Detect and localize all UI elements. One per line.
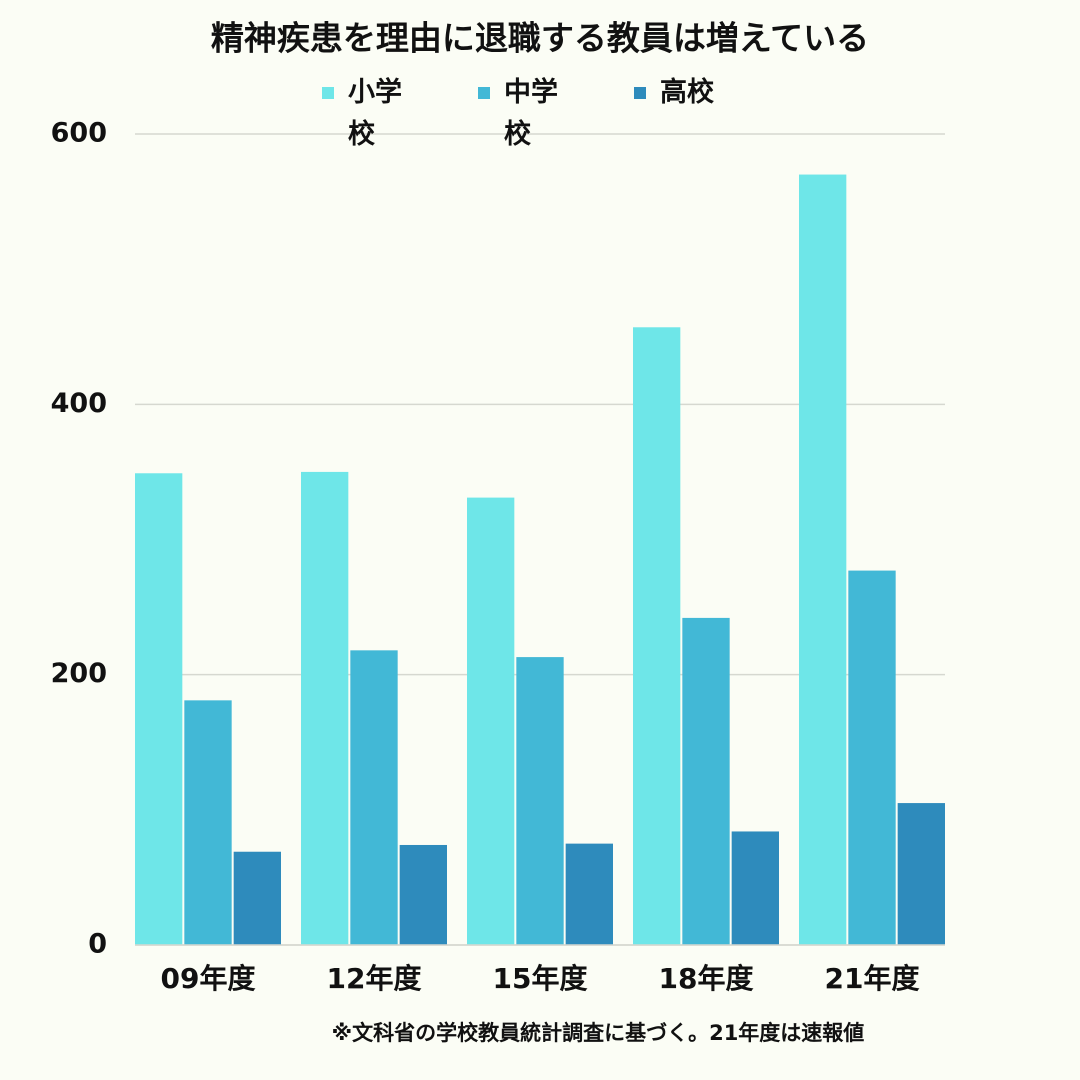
legend-swatch — [634, 87, 646, 99]
bar — [399, 844, 447, 945]
y-tick-label: 0 — [88, 929, 107, 960]
x-tick-label: 21年度 — [825, 962, 920, 995]
chart-title: 精神疾患を理由に退職する教員は増えている — [211, 19, 869, 58]
bar — [633, 327, 681, 945]
footnote: ※文科省の学校教員統計調査に基づく。21年度は速報値 — [332, 1021, 865, 1045]
legend-label: 中学校 — [504, 77, 558, 150]
bar — [682, 617, 730, 945]
bar — [848, 570, 896, 945]
bar — [897, 803, 945, 945]
legend-item: 小学校 — [322, 72, 410, 156]
y-tick-label: 200 — [51, 658, 107, 689]
legend-item: 中学校 — [478, 72, 566, 156]
x-tick-label: 18年度 — [659, 962, 754, 995]
bar — [467, 497, 515, 945]
bar — [516, 657, 564, 945]
legend-item: 高校 — [634, 72, 722, 114]
bar — [799, 174, 847, 946]
legend-label: 高校 — [660, 77, 714, 108]
bar — [233, 851, 281, 945]
bar — [135, 473, 183, 945]
bar — [565, 843, 613, 945]
x-tick-label: 09年度 — [161, 962, 256, 995]
x-tick-label: 12年度 — [327, 962, 422, 995]
bar — [350, 650, 398, 945]
bar — [731, 831, 779, 945]
y-tick-label: 600 — [51, 118, 107, 149]
legend-swatch — [478, 87, 490, 99]
legend-label: 小学校 — [348, 77, 402, 150]
bar — [184, 700, 232, 945]
y-tick-label: 400 — [51, 388, 107, 419]
x-tick-label: 15年度 — [493, 962, 588, 995]
legend-swatch — [322, 87, 334, 99]
bar — [301, 471, 349, 945]
